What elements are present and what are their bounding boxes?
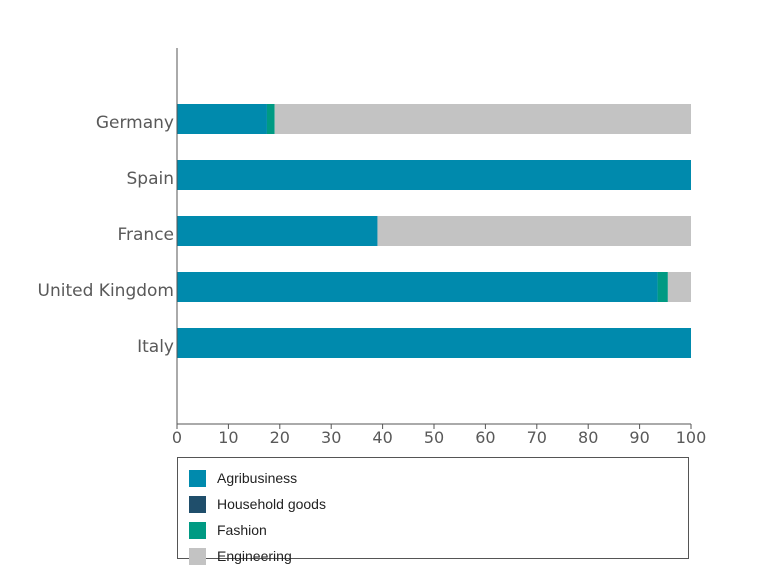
x-tick-label: 90: [629, 428, 649, 447]
bar-segment-italy-agribusiness: [177, 328, 691, 358]
category-label: Germany: [96, 113, 174, 133]
legend-label: Engineering: [217, 548, 292, 564]
legend-label: Fashion: [217, 522, 267, 538]
bar-segment-germany-fashion: [266, 104, 275, 134]
bars-layer: [177, 104, 691, 358]
category-label: United Kingdom: [38, 281, 174, 301]
x-tick-label: 40: [372, 428, 392, 447]
legend: Agribusiness Household goods Fashion Eng…: [177, 457, 689, 565]
bar-segment-united-kingdom-agribusiness: [177, 272, 658, 302]
x-tick-label: 30: [321, 428, 341, 447]
legend-item: Household goods: [178, 491, 688, 517]
x-tick-label: 50: [424, 428, 444, 447]
x-tick-label: 20: [270, 428, 290, 447]
x-axis-ticks: 0 10 20 30 40 50 60 70 80 90 100: [172, 424, 706, 447]
legend-swatch: [189, 469, 206, 487]
category-labels: Germany Spain France United Kingdom Italy: [38, 113, 174, 357]
category-label: France: [117, 225, 174, 245]
bar-segment-germany-engineering: [274, 104, 691, 134]
bar-segment-united-kingdom-fashion: [657, 272, 668, 302]
x-tick-label: 70: [527, 428, 547, 447]
bar-segment-france-engineering: [377, 216, 691, 246]
x-tick-label: 100: [676, 428, 707, 447]
legend-item: Fashion: [178, 517, 688, 543]
legend-label: Household goods: [217, 496, 326, 512]
legend-swatch: [189, 547, 206, 565]
category-label: Spain: [127, 169, 175, 189]
legend-item: Agribusiness: [178, 465, 688, 491]
legend-item: Engineering: [178, 543, 688, 569]
bar-segment-germany-agribusiness: [177, 104, 267, 134]
bar-segment-spain-agribusiness: [177, 160, 691, 190]
x-tick-label: 10: [218, 428, 238, 447]
bar-segment-united-kingdom-engineering: [667, 272, 691, 302]
legend-swatch: [189, 521, 206, 539]
legend-swatch: [189, 495, 206, 513]
x-tick-label: 60: [475, 428, 495, 447]
bar-segment-france-agribusiness: [177, 216, 378, 246]
x-tick-label: 80: [578, 428, 598, 447]
category-label: Italy: [137, 337, 174, 357]
legend-label: Agribusiness: [217, 470, 298, 486]
x-tick-label: 0: [172, 428, 182, 447]
